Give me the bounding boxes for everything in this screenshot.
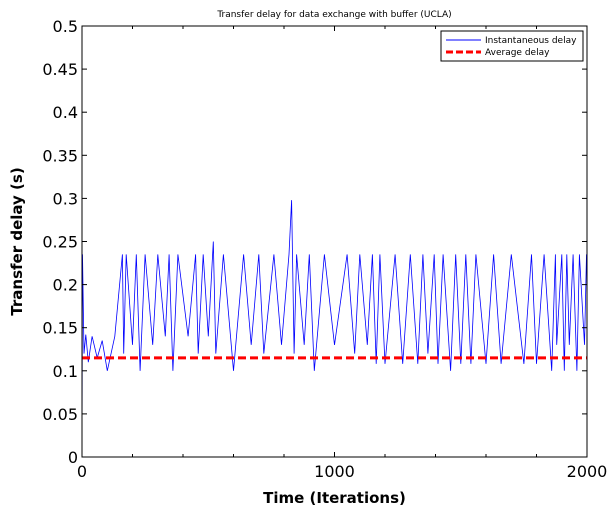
series-instantaneous-delay-line <box>81 200 587 458</box>
y-tick-label: 0.15 <box>42 319 78 338</box>
legend: Instantaneous delay Average delay <box>440 30 584 62</box>
legend-box <box>440 30 584 62</box>
y-axis-ticks: 0 0.05 0.1 0.15 0.2 0.25 0.3 0.35 0.4 0.45 0.5 <box>42 17 587 467</box>
y-axis-label: Transfer delay (s) <box>8 167 26 315</box>
plot-area <box>81 25 588 458</box>
y-tick-label: 0.35 <box>42 146 78 165</box>
y-tick-label: 0.2 <box>53 276 78 295</box>
chart-title: Transfer delay for data exchange with bu… <box>216 10 451 20</box>
legend-entry-label: Average delay <box>485 48 550 58</box>
x-tick-label: 2000 <box>567 462 608 481</box>
legend-entry-label: Instantaneous delay <box>485 36 577 46</box>
x-axis-ticks: 0 1000 2000 <box>77 26 607 481</box>
x-tick-label: 1000 <box>314 462 355 481</box>
y-tick-label: 0.3 <box>53 189 78 208</box>
x-tick-label: 0 <box>77 462 87 481</box>
y-tick-label: 0 <box>68 448 78 467</box>
y-tick-label: 0.5 <box>53 17 78 36</box>
y-tick-label: 0.4 <box>53 103 78 122</box>
x-axis-label: Time (Iterations) <box>263 489 406 506</box>
y-tick-label: 0.25 <box>42 233 78 252</box>
y-tick-label: 0.05 <box>42 405 78 424</box>
y-tick-label: 0.45 <box>42 60 78 79</box>
plot-background <box>82 26 587 457</box>
y-tick-label: 0.1 <box>53 362 78 381</box>
